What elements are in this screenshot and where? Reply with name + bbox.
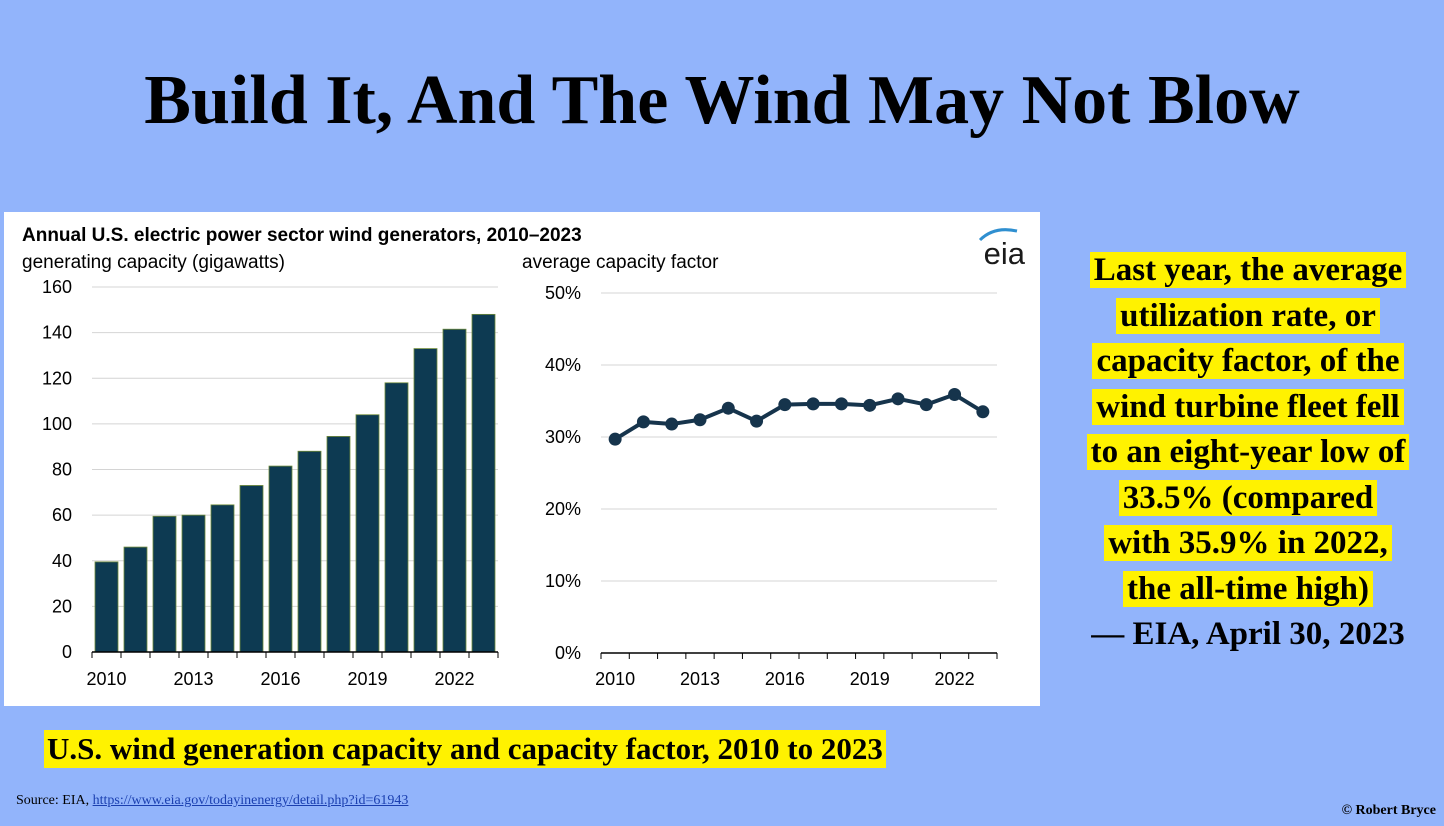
x-tick-label: 2016 — [765, 669, 805, 689]
data-point — [891, 392, 905, 406]
data-point — [778, 398, 792, 412]
y-tick-label: 30% — [545, 427, 581, 447]
data-point — [834, 397, 848, 411]
y-tick-label: 80 — [52, 460, 72, 480]
y-tick-label: 160 — [42, 277, 72, 297]
right-chart: 0% 10% 20% 30% 40% 50% 2010 2013 2016 2019 2022 — [545, 283, 998, 689]
bar — [181, 514, 206, 653]
eia-logo-swoosh — [978, 228, 1018, 242]
bar — [268, 465, 293, 653]
x-tick-label: 2019 — [347, 669, 387, 689]
quote-line: to an eight-year low of — [1086, 434, 1410, 470]
y-tick-label: 60 — [52, 505, 72, 525]
quote-attribution: — EIA, April 30, 2023 — [1091, 616, 1405, 652]
data-point — [608, 432, 622, 446]
quote-line: capacity factor, of the — [1092, 343, 1404, 379]
quote-block: Last year, the average utilization rate,… — [1058, 248, 1438, 658]
y-tick-label: 0% — [555, 643, 581, 663]
source-prefix: Source: EIA, — [16, 793, 93, 808]
y-tick-label: 40% — [545, 355, 581, 375]
x-tick-label: 2022 — [434, 669, 474, 689]
x-tick-label: 2013 — [680, 669, 720, 689]
data-point — [976, 405, 990, 419]
x-tick-label: 2016 — [260, 669, 300, 689]
bar — [384, 382, 409, 653]
y-tick-label: 40 — [52, 551, 72, 571]
y-tick-label: 120 — [42, 368, 72, 388]
y-tick-label: 10% — [545, 571, 581, 591]
bar — [297, 450, 322, 653]
bar — [94, 561, 119, 653]
quote-line: with 35.9% in 2022, — [1104, 525, 1392, 561]
bar — [442, 328, 467, 653]
y-tick-label: 100 — [42, 414, 72, 434]
x-tick-label: 2022 — [935, 669, 975, 689]
data-point — [806, 397, 820, 411]
data-point — [665, 417, 679, 431]
source-link[interactable]: https://www.eia.gov/todayinenergy/detail… — [92, 793, 409, 808]
quote-line: 33.5% (compared — [1118, 479, 1378, 516]
chart-caption: U.S. wind generation capacity and capaci… — [44, 730, 886, 768]
bar — [471, 313, 496, 653]
y-tick-label: 0 — [62, 642, 72, 662]
x-tick-label: 2010 — [595, 669, 635, 689]
data-point — [636, 415, 650, 429]
source-line: Source: EIA, https://www.eia.gov/todayin… — [16, 793, 408, 809]
quote-line: the all-time high) — [1123, 570, 1373, 607]
x-tick-label: 2010 — [86, 669, 126, 689]
copyright: © Robert Bryce — [1341, 803, 1436, 818]
bar — [210, 504, 235, 653]
quote-line: Last year, the average — [1089, 252, 1407, 288]
page-title: Build It, And The Wind May Not Blow — [144, 62, 1300, 139]
chart-panel: Annual U.S. electric power sector wind g… — [4, 212, 1040, 706]
bar — [152, 515, 177, 653]
data-point — [919, 398, 933, 412]
y-tick-label: 20 — [52, 596, 72, 616]
y-tick-label: 140 — [42, 323, 72, 343]
chart-svg: Annual U.S. electric power sector wind g… — [22, 225, 1026, 689]
chart-title: Annual U.S. electric power sector wind g… — [22, 225, 582, 246]
bar — [326, 436, 351, 653]
y-tick-label: 50% — [545, 283, 581, 303]
bar — [355, 414, 380, 653]
bar — [239, 485, 264, 653]
bar — [413, 348, 438, 653]
data-point — [693, 413, 707, 427]
right-chart-ylabel: average capacity factor — [522, 252, 719, 273]
x-tick-label: 2019 — [850, 669, 890, 689]
eia-logo: eia — [984, 236, 1026, 271]
data-point — [863, 398, 877, 412]
left-chart-ylabel: generating capacity (gigawatts) — [22, 252, 285, 273]
data-point — [721, 401, 735, 415]
left-chart: 0 20 40 60 80 100 120 140 160 2010 2013 2016 2019 202… — [42, 277, 499, 689]
x-tick-label: 2013 — [173, 669, 213, 689]
data-point — [948, 388, 962, 402]
y-tick-label: 20% — [545, 499, 581, 519]
bar — [123, 546, 148, 653]
quote-line: wind turbine fleet fell — [1092, 388, 1404, 425]
quote-line: utilization rate, or — [1116, 297, 1380, 334]
data-point — [750, 414, 764, 428]
